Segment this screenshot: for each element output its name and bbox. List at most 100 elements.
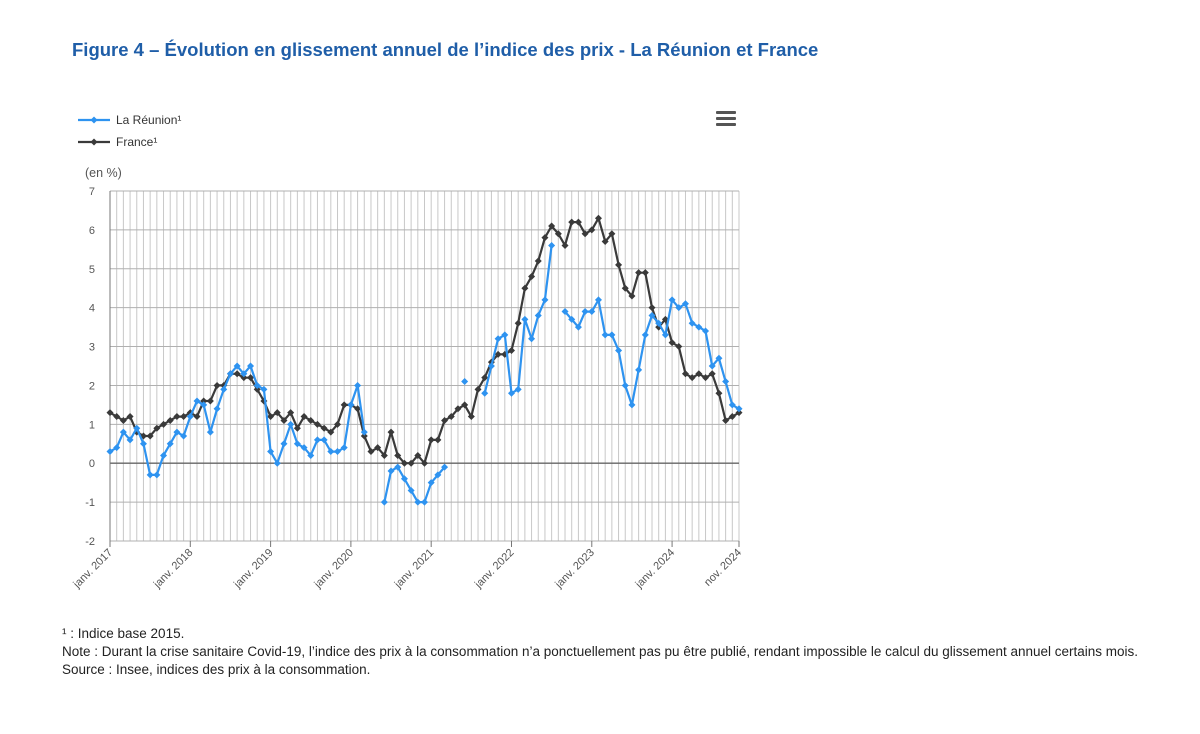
data-point	[287, 409, 295, 417]
data-point	[441, 463, 449, 471]
data-point	[139, 440, 147, 448]
data-point	[681, 300, 689, 308]
data-point	[354, 381, 362, 389]
data-point	[594, 214, 602, 222]
data-point	[367, 448, 375, 456]
data-point	[180, 432, 188, 440]
data-point	[354, 405, 362, 413]
data-point	[307, 451, 315, 459]
data-point	[119, 428, 127, 436]
data-point	[601, 238, 609, 246]
data-point	[421, 459, 428, 467]
data-point	[434, 436, 442, 444]
data-point	[621, 284, 629, 292]
data-point	[722, 416, 730, 424]
data-point	[247, 374, 255, 382]
data-point	[702, 374, 710, 382]
data-point	[728, 401, 736, 409]
data-point	[494, 350, 502, 358]
data-point	[394, 451, 402, 459]
legend-marker	[90, 138, 98, 146]
data-point	[514, 385, 522, 393]
data-point	[641, 331, 649, 339]
data-point	[635, 269, 643, 277]
x-tick-label: janv. 2021	[392, 547, 437, 592]
data-point	[273, 459, 281, 467]
data-point	[702, 327, 710, 335]
data-point	[334, 448, 342, 456]
data-point	[113, 444, 121, 452]
data-point	[568, 218, 576, 226]
data-point	[695, 323, 703, 331]
data-point	[621, 381, 629, 389]
data-point	[454, 405, 462, 413]
data-point	[521, 284, 529, 292]
x-tick-label: janv. 2022	[472, 547, 517, 592]
data-point	[414, 498, 422, 506]
y-tick-label: 1	[89, 419, 95, 431]
y-tick-label: 5	[89, 264, 95, 276]
data-point	[661, 331, 669, 339]
data-point	[166, 416, 174, 424]
data-point	[581, 230, 589, 238]
data-point	[528, 335, 536, 343]
data-point	[293, 424, 301, 432]
data-point	[226, 370, 234, 378]
data-point	[267, 448, 275, 456]
data-point	[594, 296, 602, 304]
x-tick-label: janv. 2019	[231, 547, 276, 592]
x-tick-label: janv. 2017	[71, 547, 116, 592]
data-point	[461, 401, 469, 409]
data-point	[427, 436, 435, 444]
data-point	[260, 385, 268, 393]
y-tick-label: 4	[89, 303, 95, 315]
data-point	[574, 218, 582, 226]
data-point	[206, 428, 214, 436]
data-point	[675, 304, 683, 312]
data-point	[648, 311, 656, 319]
data-point	[146, 432, 154, 440]
data-point	[487, 362, 495, 370]
data-point	[327, 428, 335, 436]
data-point	[507, 346, 515, 354]
data-point	[313, 420, 321, 428]
data-point	[334, 420, 342, 428]
data-point	[541, 296, 549, 304]
data-point	[521, 315, 529, 323]
data-point	[106, 448, 114, 456]
data-point	[300, 444, 308, 452]
y-tick-label: 3	[89, 342, 95, 354]
data-point	[307, 416, 315, 424]
data-point	[641, 269, 649, 277]
data-point	[561, 241, 569, 249]
data-point	[668, 339, 676, 347]
legend-item-label[interactable]: France¹	[116, 135, 157, 149]
data-point	[400, 475, 408, 483]
footnote: ¹ : Indice base 2015.	[62, 626, 185, 641]
data-point	[541, 234, 549, 242]
data-point	[441, 416, 449, 424]
data-point	[173, 413, 181, 421]
y-tick-label: 2	[89, 380, 95, 392]
data-point	[568, 315, 576, 323]
data-point	[608, 331, 616, 339]
data-point	[213, 405, 221, 413]
data-point	[213, 381, 221, 389]
y-tick-label: 7	[89, 186, 95, 198]
data-point	[695, 370, 703, 378]
data-point	[708, 362, 716, 370]
data-point	[494, 335, 502, 343]
legend-item-label[interactable]: La Réunion¹	[116, 113, 181, 127]
x-tick-label: janv. 2020	[312, 547, 357, 592]
chart-menu-icon[interactable]	[716, 111, 736, 127]
notes: ¹ : Indice base 2015. Note : Durant la c…	[62, 625, 1142, 679]
data-point	[320, 424, 328, 432]
data-point	[414, 451, 422, 459]
data-point	[608, 230, 616, 238]
data-point	[180, 413, 188, 421]
data-point	[347, 401, 355, 409]
data-point	[320, 436, 328, 444]
data-point	[722, 378, 730, 386]
data-point	[715, 354, 723, 362]
data-point	[360, 428, 368, 436]
